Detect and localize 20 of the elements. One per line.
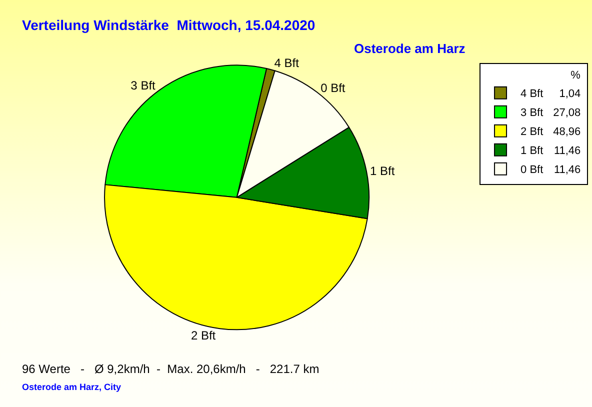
data-label: 11,46 <box>554 144 581 157</box>
data-label: 48,96 <box>553 126 581 138</box>
text: 96 Werte - Ø 9,2km/h - Max. 20,6km/h - 221.7 km <box>22 362 320 376</box>
legend-label: 2 Bft <box>520 126 544 138</box>
slice-label: 0 Bft <box>320 80 346 95</box>
data-label: 11,46 <box>554 164 581 176</box>
text: Osterode am Harz, City <box>22 382 122 392</box>
slice-label: 1 Bft <box>370 164 396 178</box>
slice-label: 4 Bft <box>274 56 300 70</box>
slice-label: 3 Bft <box>130 78 156 92</box>
chart-title: Verteilung Windstärke Mittwoch, 15.04.2020 <box>22 16 316 33</box>
chart-subtitle: Osterode am Harz <box>354 41 466 56</box>
legend-label: 0 Bft <box>520 164 544 176</box>
legend-label: 4 Bft <box>520 88 544 100</box>
legend-label: 3 Bft <box>520 107 544 120</box>
legend-title: % <box>570 69 581 82</box>
data-label: 27,08 <box>553 106 581 119</box>
legend-label: 1 Bft <box>520 145 544 158</box>
slice-label: 2 Bft <box>190 328 216 342</box>
data-label: 1,04 <box>559 88 581 100</box>
